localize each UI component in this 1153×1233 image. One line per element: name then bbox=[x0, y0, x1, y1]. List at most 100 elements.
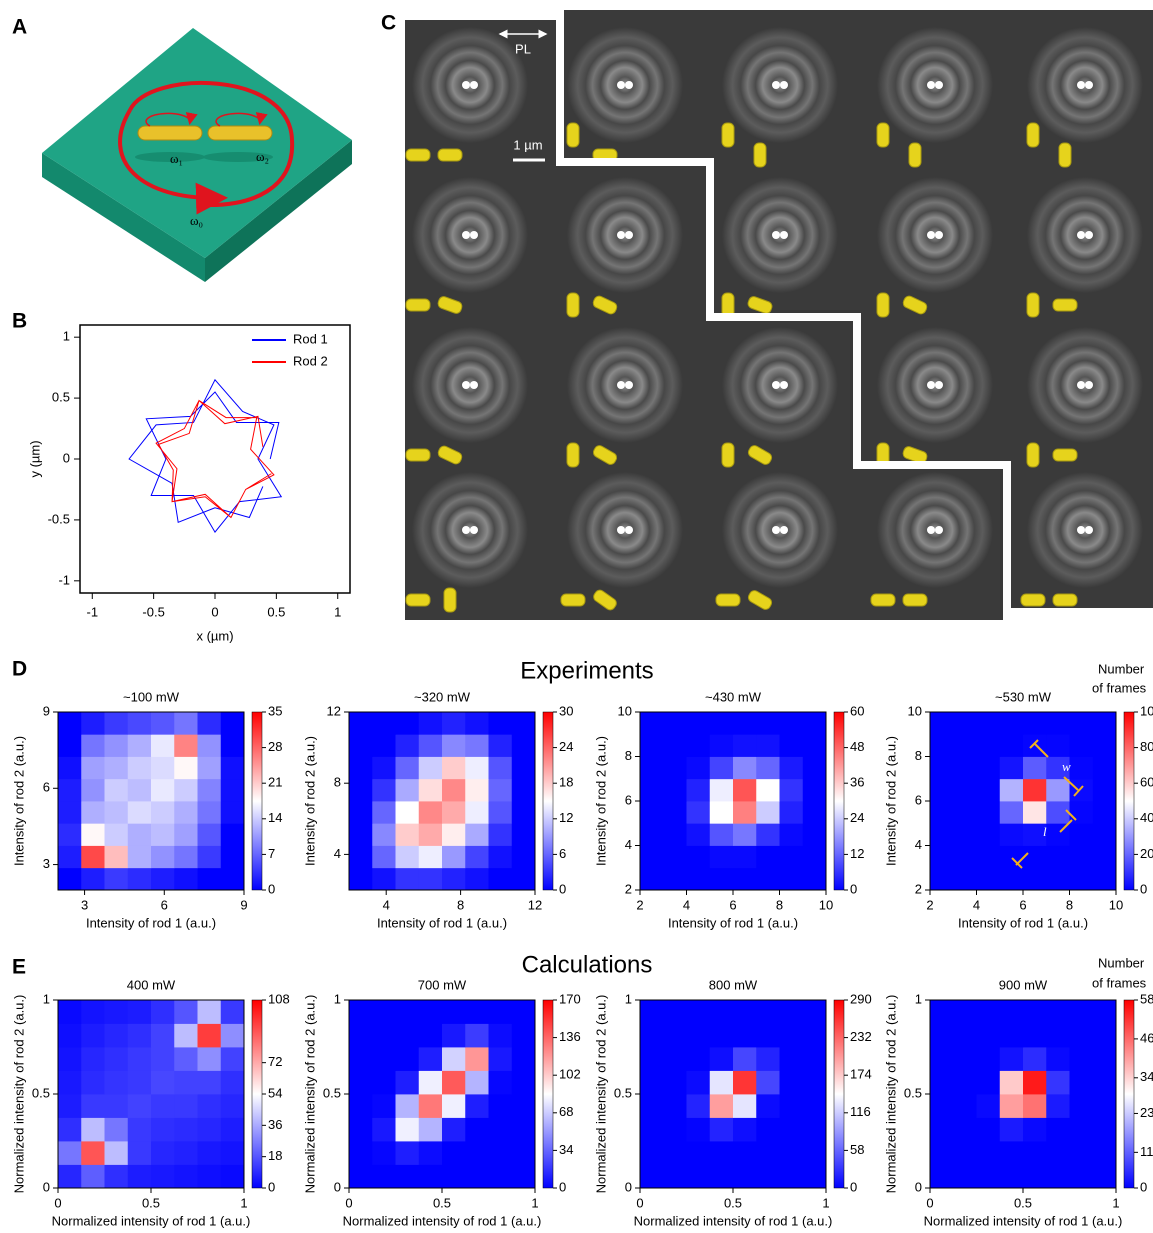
heat-cell bbox=[733, 823, 757, 846]
heat-cell bbox=[687, 779, 711, 802]
heat-cell bbox=[803, 712, 827, 735]
heat-cell bbox=[442, 1071, 466, 1095]
rod bbox=[567, 293, 579, 317]
heat-cell bbox=[128, 1047, 152, 1071]
x-tick-label: 8 bbox=[457, 897, 464, 912]
heat-cell bbox=[419, 1047, 443, 1071]
heat-cell bbox=[81, 1071, 105, 1095]
heat-cell bbox=[221, 1024, 245, 1048]
colorbar-tick-label: 30 bbox=[559, 703, 573, 718]
heat-cell bbox=[1000, 734, 1024, 757]
figure: A B C D E ω₁ ω₂ ω₀ PL1 µm Experiments Ca… bbox=[0, 0, 1153, 1233]
heat-cell bbox=[105, 1047, 129, 1071]
colorbar bbox=[1124, 1000, 1134, 1188]
heat-cell bbox=[977, 1094, 1001, 1118]
colorbar-tick-label: 11 bbox=[1140, 1144, 1153, 1159]
heat-cell bbox=[128, 846, 152, 869]
x-axis-label: Intensity of rod 1 (a.u.) bbox=[377, 915, 507, 930]
colorbar-title: Number bbox=[1098, 661, 1145, 676]
heat-cell bbox=[1046, 1141, 1070, 1165]
rod bbox=[1053, 449, 1077, 461]
heat-cell bbox=[687, 823, 711, 846]
heat-cell bbox=[419, 1024, 443, 1048]
heat-cell bbox=[465, 868, 489, 891]
spot bbox=[772, 231, 780, 239]
heat-cell bbox=[489, 1165, 513, 1189]
heat-cell bbox=[640, 823, 664, 846]
y-tick-label: 3 bbox=[43, 856, 50, 871]
heat-cell bbox=[803, 1141, 827, 1165]
heat-cell bbox=[640, 734, 664, 757]
chart-title: 400 mW bbox=[127, 977, 176, 992]
heat-cell bbox=[663, 1094, 687, 1118]
chart-title: ~320 mW bbox=[414, 689, 471, 704]
y-tick-label: 12 bbox=[327, 703, 341, 718]
rod bbox=[1053, 299, 1077, 311]
heat-cell bbox=[465, 757, 489, 780]
x-tick-label: 8 bbox=[1066, 897, 1073, 912]
heat-cell bbox=[105, 1165, 129, 1189]
rod bbox=[1059, 143, 1071, 167]
heat-cell bbox=[803, 1118, 827, 1142]
heat-cell bbox=[81, 1000, 105, 1024]
heat-cell bbox=[128, 823, 152, 846]
heat-cell bbox=[953, 1047, 977, 1071]
heat-cell bbox=[372, 823, 396, 846]
heat-cell bbox=[128, 1071, 152, 1095]
heat-cell bbox=[465, 1141, 489, 1165]
heat-cell bbox=[198, 801, 222, 824]
heat-cell bbox=[733, 868, 757, 891]
heat-cell bbox=[733, 846, 757, 869]
heat-cell bbox=[953, 1141, 977, 1165]
heat-cell bbox=[930, 823, 954, 846]
heat-cell bbox=[396, 734, 420, 757]
colorbar-tick-label: 0 bbox=[850, 1179, 857, 1194]
heat-cell bbox=[953, 1118, 977, 1142]
heat-cell bbox=[151, 734, 175, 757]
heat-cell bbox=[687, 1094, 711, 1118]
colorbar-tick-label: 14 bbox=[268, 810, 282, 825]
x-axis-label: x (µm) bbox=[196, 628, 233, 643]
heat-cell bbox=[663, 734, 687, 757]
heat-cell bbox=[442, 1094, 466, 1118]
heat-cell bbox=[372, 1024, 396, 1048]
spot bbox=[462, 381, 470, 389]
panel-label: E bbox=[12, 956, 26, 979]
rod bbox=[1021, 594, 1045, 606]
colorbar bbox=[543, 1000, 553, 1188]
y-tick-label: 1 bbox=[43, 991, 50, 1006]
spot bbox=[927, 231, 935, 239]
heat-cell bbox=[151, 712, 175, 735]
y-tick-label: 2 bbox=[915, 881, 922, 896]
heat-cell bbox=[640, 712, 664, 735]
heat-cell bbox=[81, 1024, 105, 1048]
heat-cell bbox=[58, 1047, 82, 1071]
heat-cell bbox=[803, 846, 827, 869]
heat-cell bbox=[442, 1047, 466, 1071]
x-tick-label: 0.5 bbox=[267, 604, 285, 619]
heat-cell bbox=[105, 779, 129, 802]
heat-cell bbox=[687, 734, 711, 757]
spot bbox=[935, 231, 943, 239]
spot bbox=[927, 81, 935, 89]
heat-cell bbox=[710, 1141, 734, 1165]
heat-cell bbox=[105, 734, 129, 757]
y-tick-label: 1 bbox=[334, 991, 341, 1006]
x-axis-label: Normalized intensity of rod 1 (a.u.) bbox=[924, 1213, 1123, 1228]
y-tick-label: 9 bbox=[43, 703, 50, 718]
heat-cell bbox=[512, 1118, 536, 1142]
y-tick-label: 0.5 bbox=[32, 1085, 50, 1100]
heat-cell bbox=[512, 1141, 536, 1165]
heat-cell bbox=[419, 712, 443, 735]
heat-cell bbox=[930, 1047, 954, 1071]
heat-cell bbox=[1000, 1141, 1024, 1165]
heat-cell bbox=[710, 868, 734, 891]
x-tick-label: 2 bbox=[926, 897, 933, 912]
heat-cell bbox=[174, 1000, 198, 1024]
heat-cell bbox=[663, 846, 687, 869]
heat-cell bbox=[198, 1118, 222, 1142]
heat-cell bbox=[419, 1071, 443, 1095]
colorbar-tick-label: 20 bbox=[1140, 846, 1153, 861]
heat-cell bbox=[1093, 1047, 1117, 1071]
heat-cell bbox=[151, 1094, 175, 1118]
